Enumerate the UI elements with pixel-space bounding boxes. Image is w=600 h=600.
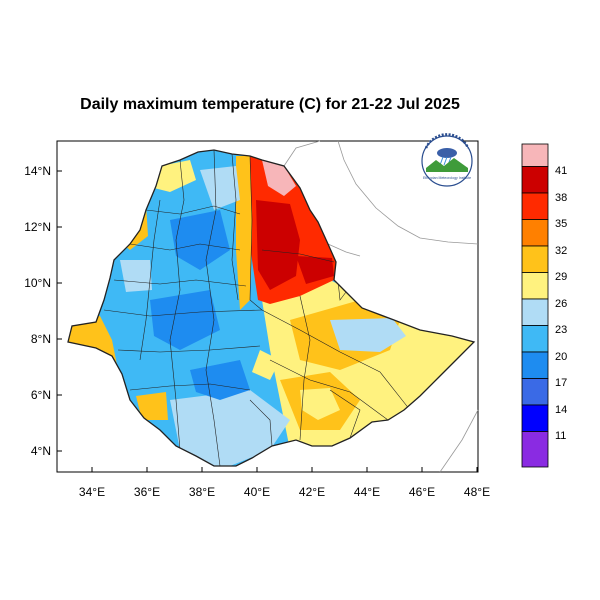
colorbar [521, 143, 549, 468]
colorbar-swatch [521, 245, 549, 273]
lon-label: 36°E [134, 485, 160, 499]
colorbar-swatch [521, 431, 549, 468]
longitude-labels: 34°E 36°E 38°E 40°E 42°E 44°E 46°E 48°E [79, 485, 490, 499]
colorbar-label: 41 [555, 165, 567, 177]
lat-label: 8°N [31, 332, 51, 346]
lat-label: 14°N [24, 164, 51, 178]
neighbor-boundaries [283, 140, 479, 473]
colorbar-swatch [521, 378, 549, 406]
colorbar-label: 14 [555, 404, 567, 416]
colorbar-label: 23 [555, 324, 567, 336]
colorbar-swatch [521, 298, 549, 326]
lat-label: 10°N [24, 276, 51, 290]
colorbar-label: 26 [555, 298, 567, 310]
colorbar-label: 29 [555, 271, 567, 283]
colorbar-swatch [521, 166, 549, 194]
colorbar-swatch [521, 351, 549, 379]
lat-label: 4°N [31, 444, 51, 458]
colorbar-swatch [521, 272, 549, 300]
colorbar-label: 32 [555, 245, 567, 257]
colorbar-label: 38 [555, 192, 567, 204]
lon-label: 46°E [409, 485, 435, 499]
lon-label: 40°E [244, 485, 270, 499]
lon-label: 42°E [299, 485, 325, 499]
colorbar-label: 35 [555, 218, 567, 230]
colorbar-label: 17 [555, 377, 567, 389]
admin-boundaries [103, 150, 411, 466]
lon-label: 38°E [189, 485, 215, 499]
agency-logo-icon: Ethiopian Meteorology Institute [421, 133, 473, 187]
colorbar-labels: 41 38 35 32 29 26 23 20 17 14 11 [555, 165, 567, 442]
colorbar-label: 11 [555, 430, 566, 442]
axis-ticks [57, 170, 478, 472]
colorbar-swatch [521, 404, 549, 432]
latitude-labels: 14°N 12°N 10°N 8°N 6°N 4°N [24, 164, 51, 458]
colorbar-label: 20 [555, 351, 567, 363]
colorbar-swatch [521, 219, 549, 247]
colorbar-swatch [521, 143, 549, 167]
logo-caption: Ethiopian Meteorology Institute [423, 176, 471, 180]
lon-label: 34°E [79, 485, 105, 499]
lat-label: 6°N [31, 388, 51, 402]
lon-label: 48°E [464, 485, 490, 499]
colorbar-swatch [521, 192, 549, 220]
lat-label: 12°N [24, 220, 51, 234]
colorbar-swatch [521, 325, 549, 353]
map-title: Daily maximum temperature (C) for 21-22 … [80, 96, 460, 113]
lon-label: 44°E [354, 485, 380, 499]
